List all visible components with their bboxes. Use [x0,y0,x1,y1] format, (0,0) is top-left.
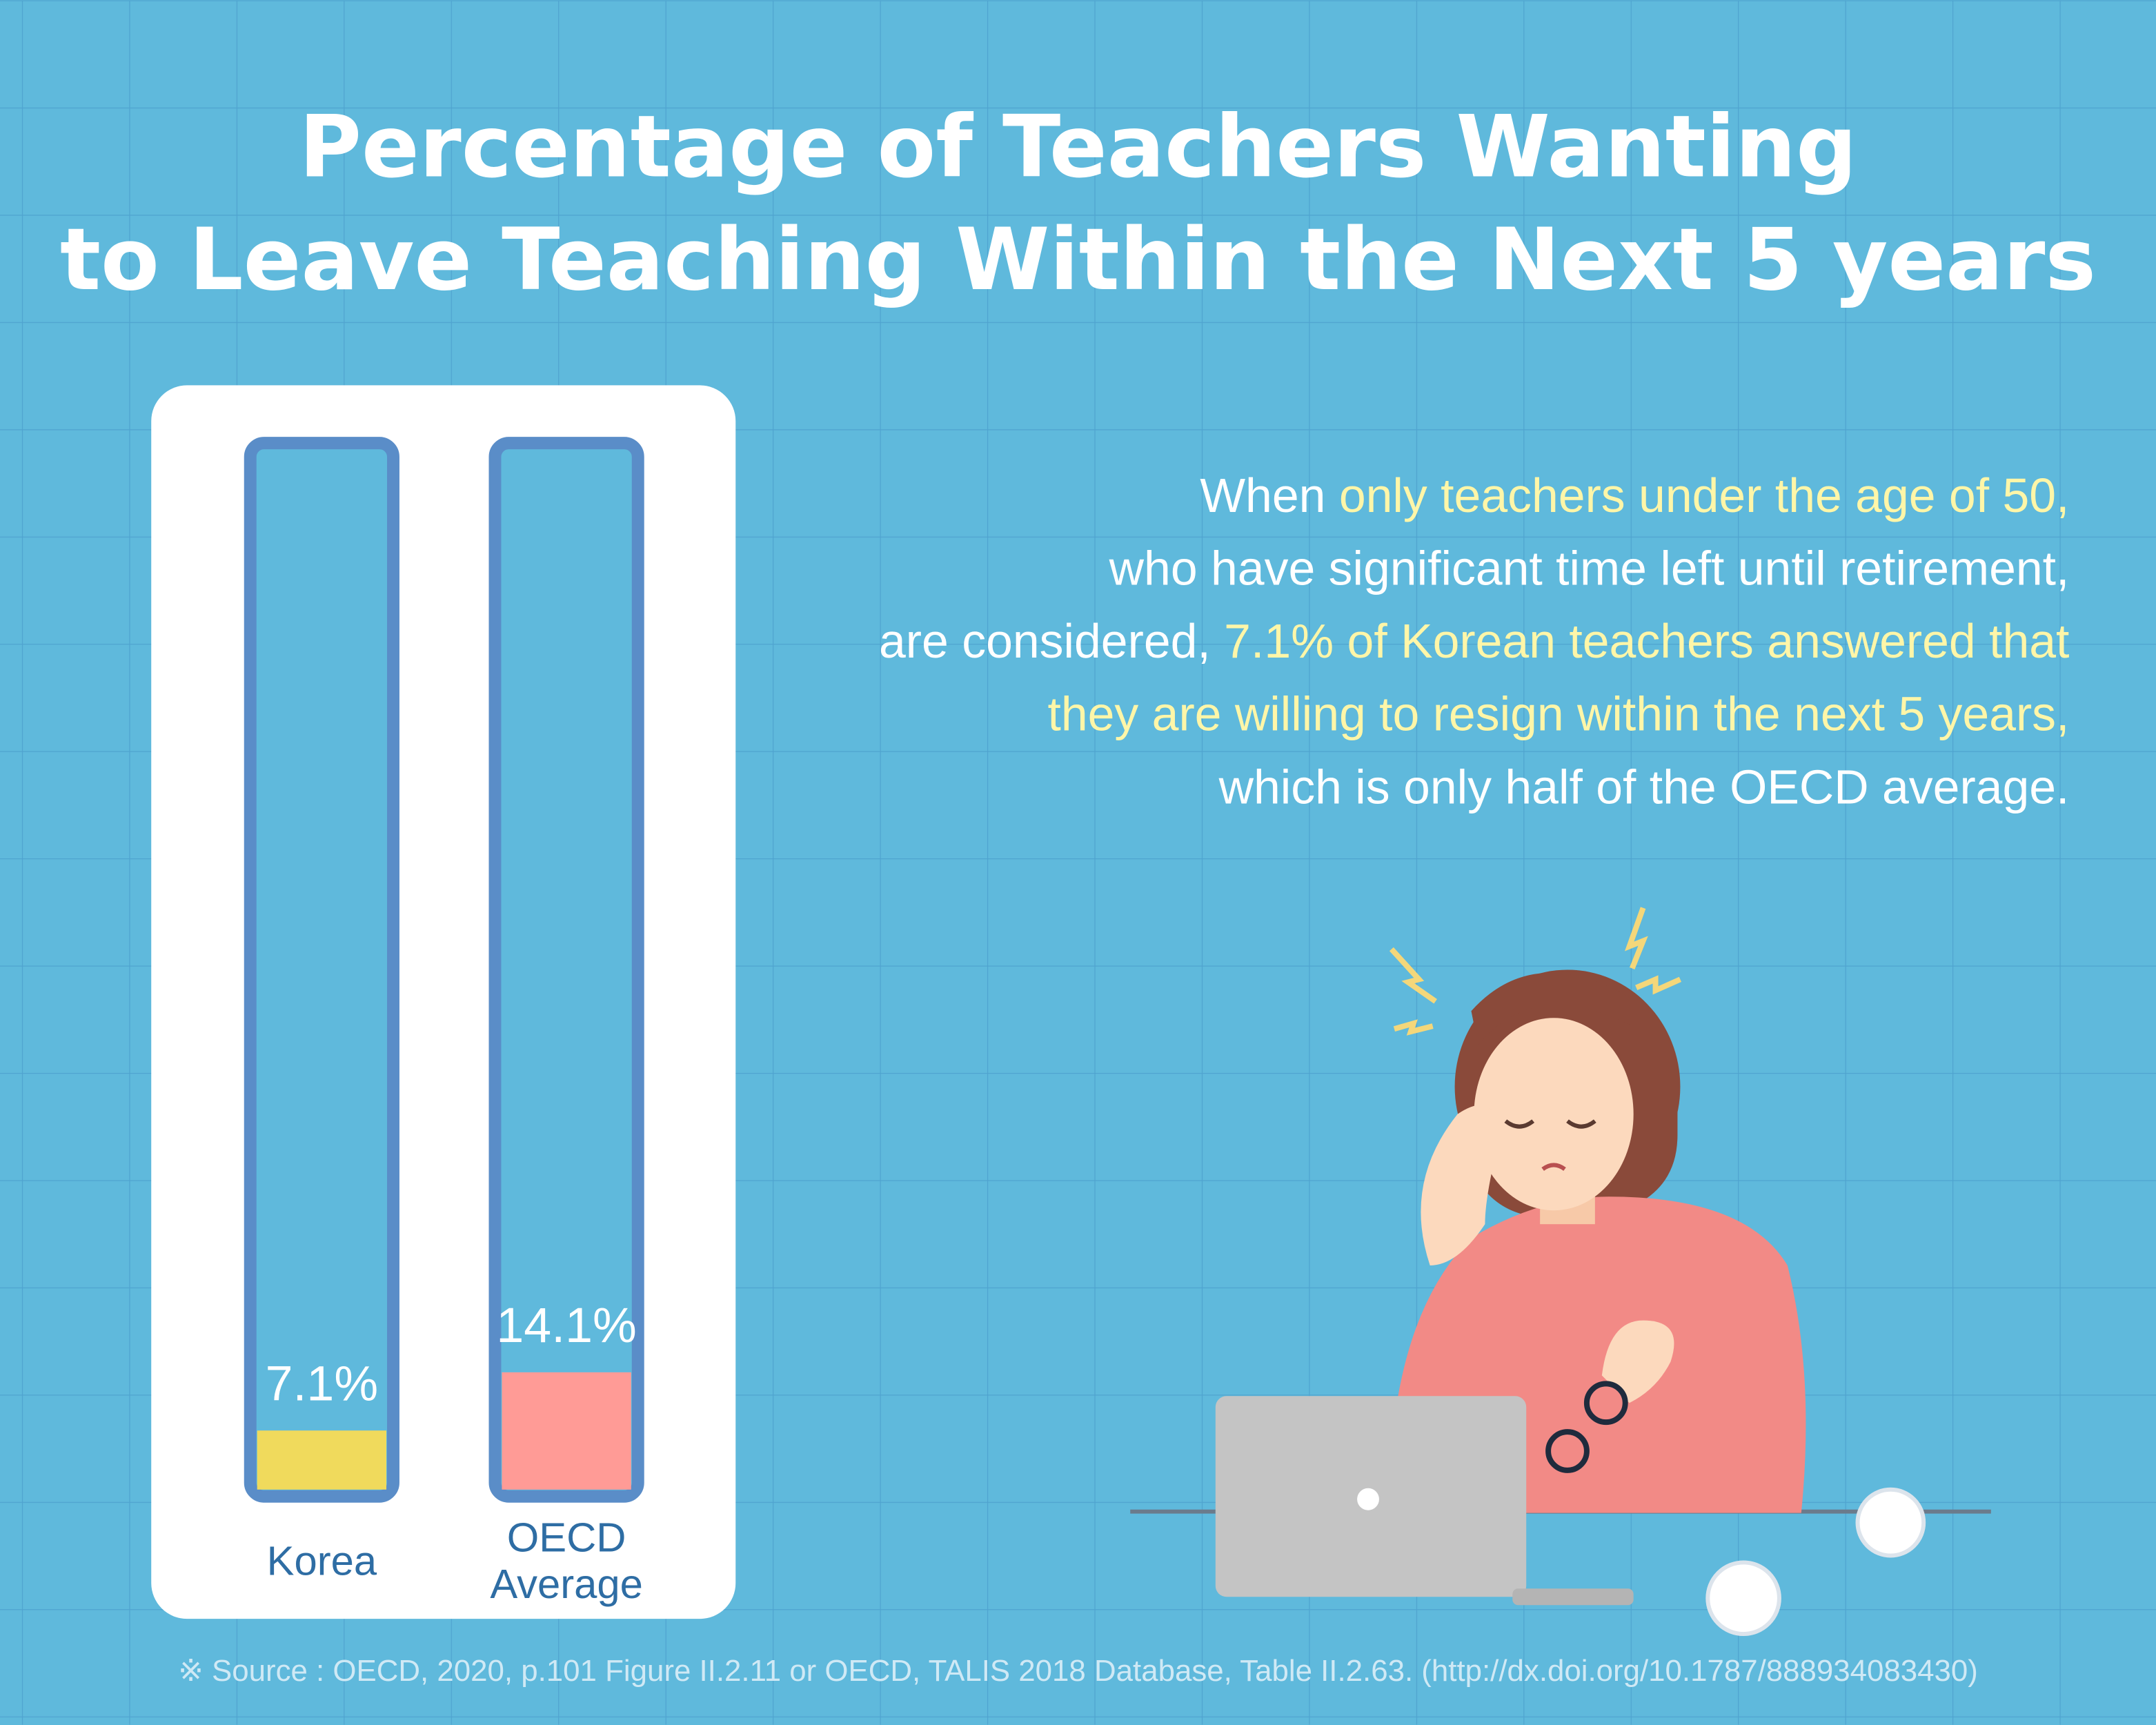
chart-title: to Leave Teaching Within the Next 5 year… [60,210,2096,310]
description-line: they are willing to resign within the ne… [1047,687,2069,741]
description-segment: are considered, [879,614,1224,668]
description-line: are considered, 7.1% of Korean teachers … [879,614,2069,668]
description-line: which is only half of the OECD average. [1218,760,2070,814]
x-tick-label: OECD Average [490,1514,643,1607]
bar [257,1430,387,1490]
chart-title: Percentage of Teachers Wanting [299,98,1857,197]
chart-panel [151,385,736,1619]
source-note: ※ Source : OECD, 2020, p.101 Figure II.2… [178,1654,1978,1688]
x-tick-label-line: OECD [507,1514,626,1560]
description-line: When only teachers under the age of 50, [1200,469,2069,522]
description-segment: who have significant time left until ret… [1109,541,2070,595]
illustration [1130,907,1991,1637]
value-label: 7.1% [266,1356,379,1411]
bar [502,1372,631,1490]
x-tick-label: Korea [267,1537,377,1584]
bar-frame [244,437,399,1503]
x-tick-label-line: Average [490,1561,643,1607]
description-segment: only teachers under the age of 50, [1339,469,2070,522]
bar-frame [488,437,644,1503]
description-segment: When [1200,469,1339,522]
value-label: 14.1% [496,1298,636,1353]
description-line: who have significant time left until ret… [1109,541,2070,595]
description-segment: 7.1% of Korean teachers answered that [1224,614,2069,668]
description-segment: which is only half of the OECD average. [1218,760,2070,814]
description-segment: they are willing to resign within the ne… [1047,687,2069,741]
